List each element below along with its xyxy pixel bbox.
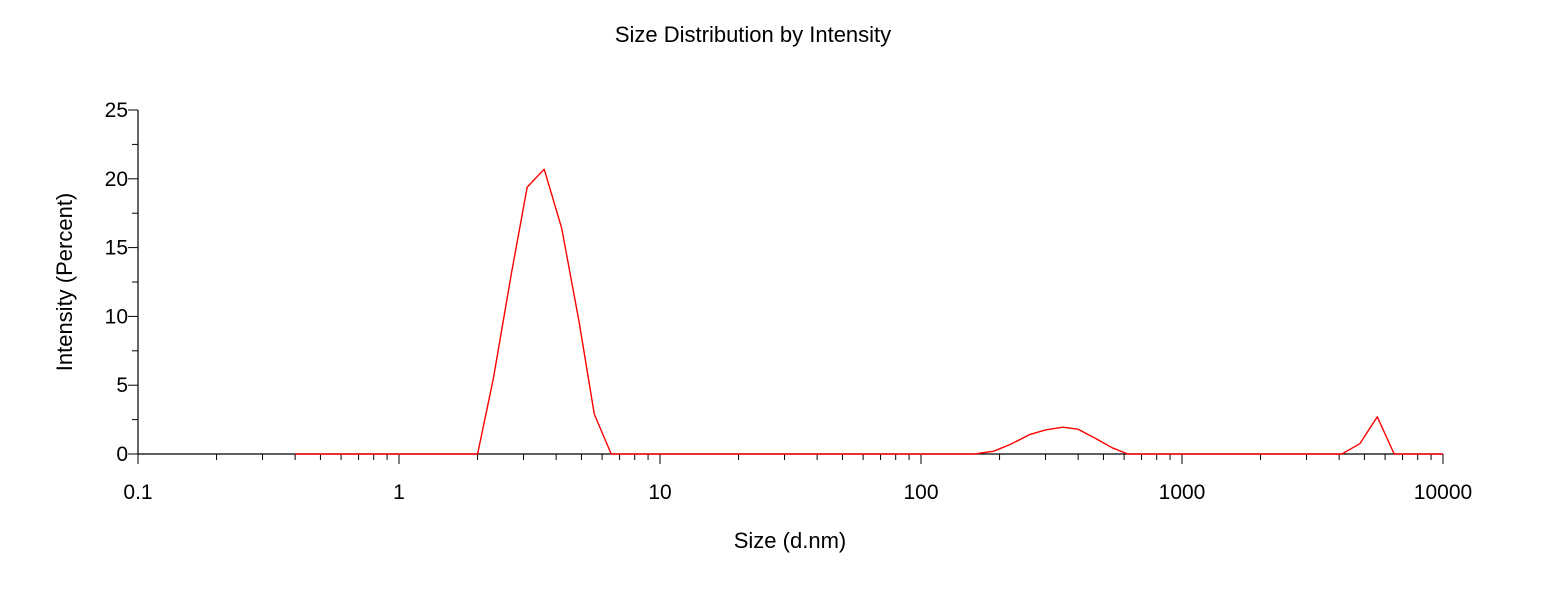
series-layer	[295, 168, 1443, 455]
y-tick-label: 10	[105, 305, 128, 328]
x-axis-ticks: 0.1 1 10 100 1000 10000	[123, 454, 1472, 504]
y-tick-label: 0	[116, 443, 128, 466]
y-tick-label: 25	[105, 99, 128, 122]
chart-title: Size Distribution by Intensity	[615, 22, 891, 47]
x-axis-label: Size (d.nm)	[734, 528, 846, 553]
x-tick-label: 1000	[1159, 481, 1206, 504]
x-tick-label: 1	[393, 481, 405, 504]
x-tick-label: 100	[903, 481, 938, 504]
axes	[137, 110, 1443, 455]
x-tick-label: 10000	[1414, 481, 1472, 504]
x-tick-label: 10	[648, 481, 671, 504]
y-tick-label: 5	[116, 374, 128, 397]
series-line	[295, 168, 1443, 455]
x-tick-label: 0.1	[123, 481, 152, 504]
y-tick-label: 15	[105, 237, 128, 260]
y-tick-label: 20	[105, 168, 128, 191]
y-axis-ticks: 0 5 10 15 20 25	[105, 99, 138, 466]
y-axis-label: Intensity (Percent)	[52, 193, 77, 372]
